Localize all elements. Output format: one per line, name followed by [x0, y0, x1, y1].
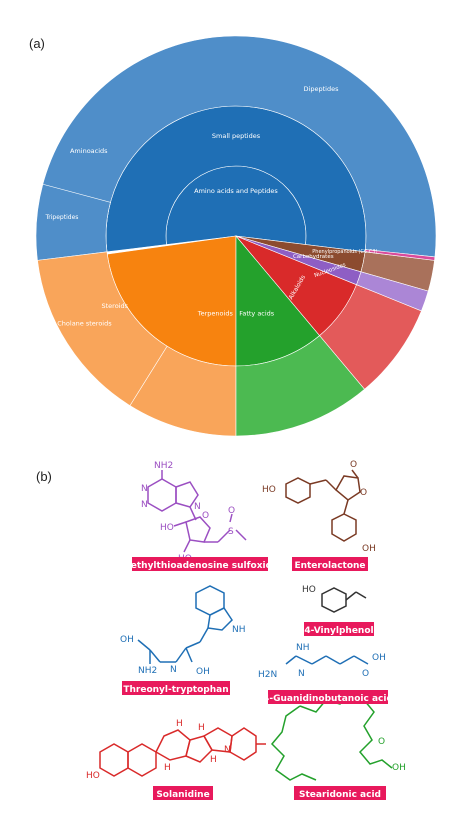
- label-stearidonic: Stearidonic acid: [299, 790, 381, 800]
- atom-s: S: [228, 527, 234, 537]
- segment-steroids-outer[interactable]: [129, 345, 237, 437]
- label-small-peptides: Small peptides: [212, 132, 261, 140]
- atom-o: O: [360, 488, 367, 498]
- label-vinylphenol: 4-Vinylphenol: [304, 626, 373, 636]
- atom-o: O: [378, 737, 385, 747]
- molecule-labels: Methylthioadenosine sulfoxide Enterolact…: [122, 557, 393, 800]
- segment-cholane-steroids[interactable]: [37, 251, 168, 407]
- label-bg: [132, 557, 268, 571]
- segment-nucleosides-outer[interactable]: [356, 271, 429, 312]
- label-bg: [122, 681, 230, 695]
- atom-oh: OH: [196, 667, 210, 677]
- atom-h: H: [164, 763, 171, 773]
- atom-ho: HO: [302, 585, 316, 595]
- atom-h: H: [210, 755, 217, 765]
- label-carbohydrates: Carbohydrates: [293, 254, 334, 260]
- threonyl-tryptophan-structure: [137, 585, 233, 664]
- atom-o: O: [228, 506, 235, 516]
- vinylphenol-structure: [321, 587, 367, 613]
- label-phenylpropanoids: Phenylpropanoids (C6-C3): [312, 249, 377, 255]
- label-steroids: Steroids: [102, 302, 129, 310]
- segment-tripeptides[interactable]: [35, 183, 111, 261]
- label-center: Amino acids and Peptides: [194, 187, 278, 195]
- segment-fatty-acids-outer[interactable]: [235, 335, 365, 437]
- label-threonyl-tryptophan: Threonyl-tryptophan: [123, 685, 228, 695]
- sunburst-chart: Amino acids and Peptides Small peptides Di…: [35, 35, 437, 437]
- atom-n: N: [141, 484, 148, 494]
- atom-h2n: H2N: [258, 670, 277, 680]
- atom-nh2: NH2: [154, 461, 173, 471]
- atom-o: O: [202, 511, 209, 521]
- atom-nh: NH: [232, 625, 246, 635]
- atom-oh: OH: [120, 635, 134, 645]
- atom-h: H: [198, 723, 205, 733]
- label-dipeptides: Dipeptides: [304, 85, 340, 93]
- atom-nh2: NH2: [138, 666, 157, 676]
- atom-o: O: [362, 669, 369, 679]
- segment-dipeptides[interactable]: [35, 35, 437, 261]
- label-bg: [268, 690, 388, 704]
- segment-alkaloids-outer[interactable]: [319, 284, 422, 390]
- label-bg: [292, 557, 368, 571]
- atom-oh: OH: [392, 763, 406, 773]
- atom-ho: HO: [262, 485, 276, 495]
- atom-o: O: [350, 460, 357, 470]
- atom-oh: OH: [362, 544, 376, 554]
- label-methylthioadenosine: Methylthioadenosine sulfoxide: [122, 561, 278, 571]
- atom-n: N: [141, 500, 148, 510]
- label-terpenoids: Terpenoids: [197, 309, 234, 317]
- solanidine-structure: [99, 727, 266, 777]
- guanidinobutanoic-structure: [285, 655, 369, 665]
- label-fatty-acids: Fatty acids: [239, 309, 275, 317]
- label-bg: [304, 622, 374, 636]
- label-bg: [294, 786, 386, 800]
- atom-n: N: [194, 502, 201, 512]
- label-guanidinobutanoic: 4-Guanidinobutanoic acid: [263, 694, 393, 704]
- label-enterolactone: Enterolactone: [294, 561, 365, 571]
- label-tripeptides: Tripeptides: [45, 214, 79, 221]
- atom-n: N: [224, 745, 231, 755]
- atom-n: N: [298, 669, 305, 679]
- atom-n: N: [170, 665, 177, 675]
- label-aminoacids: Aminoacids: [70, 147, 108, 155]
- enterolactone-structure: [285, 469, 361, 542]
- segment-other[interactable]: [364, 249, 436, 261]
- methylthioadenosine-structure: [147, 470, 247, 553]
- atom-h: H: [176, 719, 183, 729]
- stearidonic-structure: [270, 693, 393, 781]
- label-bg: [153, 786, 213, 800]
- label-cholane-steroids: Cholane steroids: [57, 320, 112, 328]
- atom-nh: NH: [296, 643, 310, 653]
- atom-ho: HO: [160, 523, 174, 533]
- panel-label-a: (a): [29, 36, 45, 51]
- label-solanidine: Solanidine: [156, 790, 209, 800]
- atom-ho: HO: [86, 771, 100, 781]
- panel-label-b: (b): [36, 469, 52, 484]
- atom-oh: OH: [372, 653, 386, 663]
